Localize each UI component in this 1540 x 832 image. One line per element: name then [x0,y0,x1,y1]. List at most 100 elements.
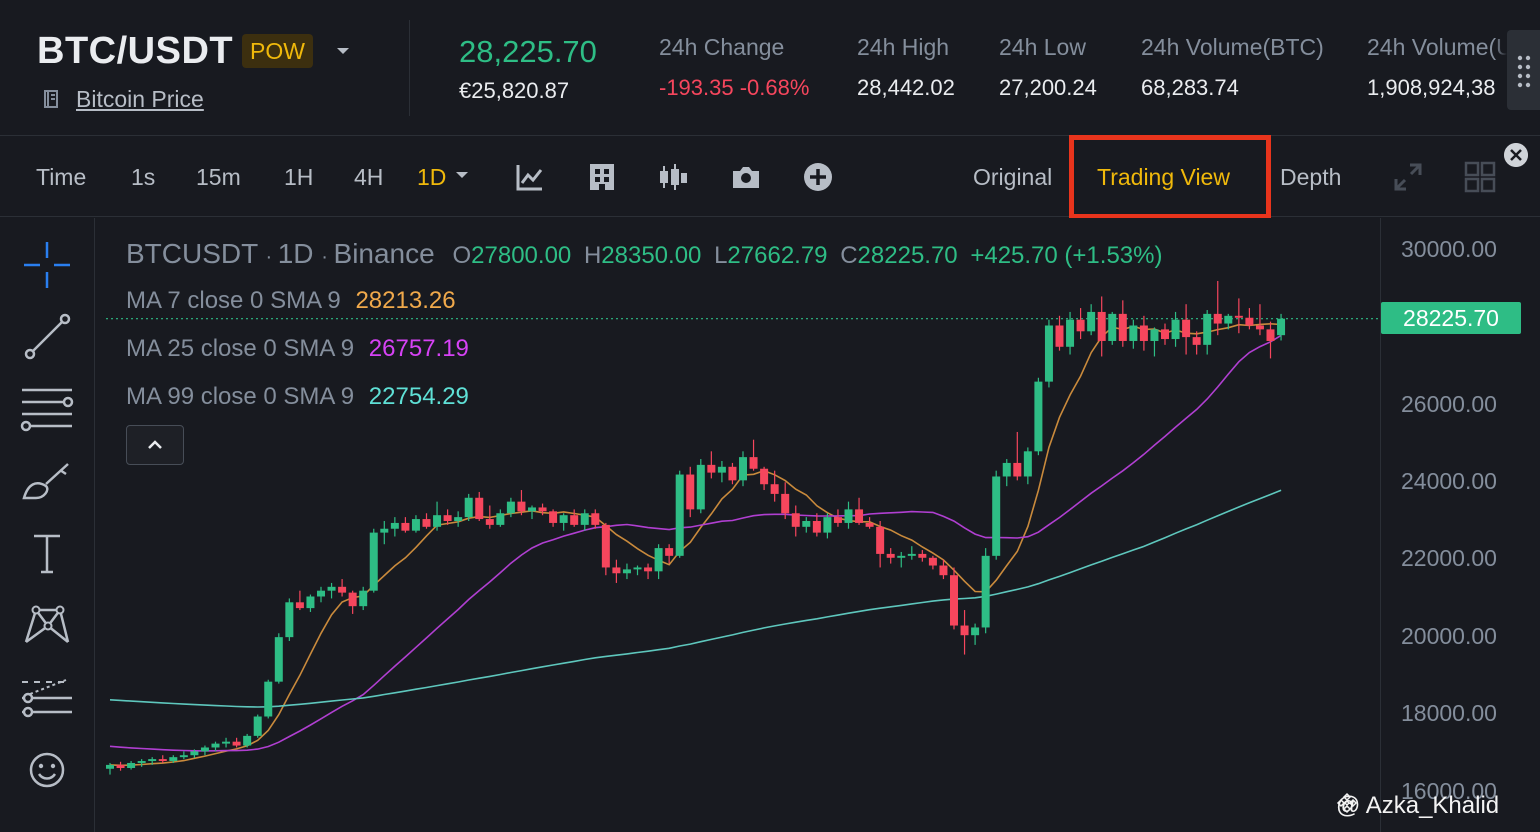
candle-body[interactable] [485,519,494,525]
candle-body[interactable] [211,743,220,748]
candle-body[interactable] [1139,325,1148,341]
candle-body[interactable] [390,522,399,529]
candle-body[interactable] [612,567,621,574]
candle-body[interactable] [317,590,325,597]
candle-body[interactable] [675,474,684,556]
candle-body[interactable] [707,464,716,473]
candle-body[interactable] [116,764,125,768]
candle-body[interactable] [274,637,283,682]
candle-body[interactable] [654,548,663,572]
candle-body[interactable] [960,625,969,636]
candle-body[interactable] [570,515,579,525]
candle-body[interactable] [865,522,874,527]
candle-body[interactable] [179,755,188,758]
candle-body[interactable] [876,526,885,554]
pattern-icon[interactable] [20,598,74,652]
candle-body[interactable] [717,466,726,473]
candle-body[interactable] [549,511,558,523]
timeframe-1h[interactable]: 1H [284,164,314,190]
candle-body[interactable] [1203,313,1212,345]
candle-body[interactable] [1161,329,1169,340]
bitcoin-price-link[interactable]: Bitcoin Price [76,86,204,112]
price-axis[interactable]: 30000.00 28225.70 26000.00 24000.00 2200… [1380,218,1540,832]
candle-body[interactable] [907,553,916,556]
candle-body[interactable] [1192,337,1201,345]
brush-icon[interactable] [20,454,74,508]
candle-body[interactable] [475,497,484,520]
candle-type-icon[interactable] [657,161,689,193]
ma7-legend[interactable]: MA 7 close 0 SMA 9 28213.26 [126,287,456,315]
candle-body[interactable] [1129,325,1138,341]
candle-body[interactable] [348,592,357,607]
candle-body[interactable] [1266,329,1275,341]
candle-body[interactable] [359,590,368,607]
trendline-icon[interactable] [20,310,74,364]
candle-body[interactable] [855,509,864,523]
candle-body[interactable] [802,521,811,527]
candle-body[interactable] [148,759,157,762]
tab-depth[interactable]: Depth [1280,164,1342,190]
candle-body[interactable] [517,501,526,512]
pair-symbol[interactable]: BTC/USDT [37,30,234,72]
candle-body[interactable] [770,484,779,494]
candle-body[interactable] [749,457,758,469]
chevron-down-icon[interactable] [332,40,354,62]
candle-body[interactable] [306,596,315,609]
candle-body[interactable] [559,515,568,523]
candle-body[interactable] [696,464,705,510]
candle-body[interactable] [591,513,600,525]
candle-body[interactable] [665,548,674,556]
candle-body[interactable] [844,509,853,523]
candle-body[interactable] [1234,315,1243,318]
candle-body[interactable] [190,751,199,756]
candle-body[interactable] [422,519,431,527]
emoji-icon[interactable] [20,743,74,797]
candle-body[interactable] [538,507,547,512]
candle-body[interactable] [106,764,114,769]
candle-body[interactable] [1150,329,1159,341]
fib-icon[interactable] [20,382,74,436]
candle-body[interactable] [169,757,178,762]
candle-body[interactable] [1087,311,1096,332]
candle-body[interactable] [971,627,980,636]
candle-body[interactable] [928,557,937,566]
candle-body[interactable] [443,515,452,521]
candle-body[interactable] [686,474,695,510]
candle-body[interactable] [918,553,927,558]
candle-body[interactable] [506,501,515,514]
candle-body[interactable] [232,741,241,746]
candle-body[interactable] [369,532,378,591]
camera-icon[interactable] [730,161,762,193]
candle-body[interactable] [939,565,948,576]
tab-original[interactable]: Original [973,164,1053,190]
candle-body[interactable] [464,497,473,518]
candle-body[interactable] [1034,381,1043,452]
candle-body[interactable] [264,681,273,717]
candle-body[interactable] [633,567,642,570]
legend-collapse-button[interactable] [126,425,184,465]
candle-body[interactable] [644,567,653,572]
candle-body[interactable] [1066,319,1075,347]
candle-body[interactable] [1213,313,1222,324]
candle-body[interactable] [760,468,769,485]
candle-body[interactable] [812,521,821,533]
candle-body[interactable] [1013,462,1022,477]
candle-body[interactable] [327,586,336,591]
chevron-down-icon[interactable] [452,165,472,185]
text-icon[interactable] [20,526,74,580]
candle-body[interactable] [285,602,294,638]
candle-body[interactable] [739,457,747,481]
candle-body[interactable] [295,602,304,609]
candle-body[interactable] [401,522,410,531]
candle-body[interactable] [781,493,790,514]
candle-body[interactable] [137,761,146,763]
candle-body[interactable] [992,476,1001,556]
candle-body[interactable] [158,759,167,762]
candle-body[interactable] [1097,311,1106,341]
candle-body[interactable] [380,528,389,533]
candle-body[interactable] [253,716,262,736]
layout-grid-icon[interactable] [1464,161,1496,193]
candle-body[interactable] [1255,325,1264,330]
candle-body[interactable] [528,507,536,512]
candle-body[interactable] [200,747,209,752]
